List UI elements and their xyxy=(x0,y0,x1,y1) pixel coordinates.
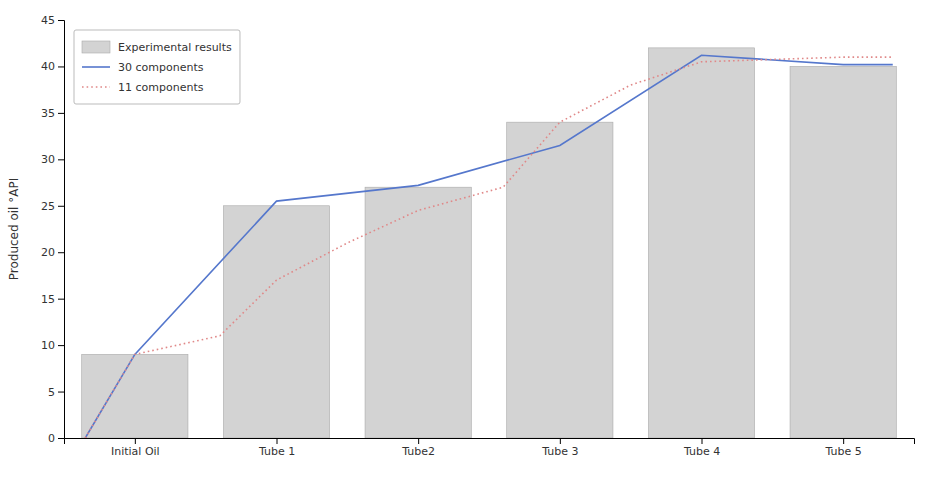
y-tick-mark xyxy=(58,113,64,114)
bar xyxy=(365,187,471,438)
x-tick-mark xyxy=(277,438,278,444)
x-tick-label: Tube 3 xyxy=(541,445,578,458)
x-tick: Tube2 xyxy=(401,438,435,458)
y-tick: 25 xyxy=(41,200,64,213)
x-tick-label: Tube 1 xyxy=(258,445,295,458)
marks xyxy=(82,48,897,438)
line xyxy=(85,57,893,438)
x-axis-line xyxy=(65,439,915,445)
x-tick: Tube 5 xyxy=(825,438,862,458)
legend-swatch xyxy=(82,41,110,53)
x-tick-mark xyxy=(418,438,419,444)
legend-label: 30 components xyxy=(118,61,204,74)
y-tick: 35 xyxy=(41,107,64,120)
legend: Experimental results 30 components 11 comp… xyxy=(74,30,240,104)
y-tick-mark xyxy=(58,438,64,439)
y-tick-label: 25 xyxy=(41,200,55,213)
y-tick-label: 45 xyxy=(41,14,55,27)
legend-item: 11 components xyxy=(82,81,204,94)
y-axis: 0 5 10 15 20 25 30 35 40 45 xyxy=(41,14,65,445)
y-tick: 40 xyxy=(41,60,64,73)
y-tick-mark xyxy=(58,252,64,253)
y-tick-label: 40 xyxy=(41,60,55,73)
y-tick-mark xyxy=(58,392,64,393)
x-tick-label: Tube 4 xyxy=(683,445,720,458)
y-tick: 15 xyxy=(41,293,64,306)
x-tick-label: Tube 5 xyxy=(825,445,862,458)
x-tick: Initial Oil xyxy=(111,438,160,458)
legend-label: 11 components xyxy=(118,81,204,94)
x-tick-mark xyxy=(702,438,703,444)
y-tick-mark xyxy=(58,299,64,300)
legend-swatch xyxy=(82,86,110,88)
y-tick-mark xyxy=(58,206,64,207)
legend-frame xyxy=(74,30,240,104)
bars xyxy=(82,48,897,438)
chart: 0 5 10 15 20 25 30 35 40 45 Initial Oil Tube 1 Tube2… xyxy=(0,0,938,478)
y-tick-mark xyxy=(58,345,64,346)
y-axis-line xyxy=(58,21,65,439)
y-tick-mark xyxy=(58,20,64,21)
x-tick-label: Initial Oil xyxy=(111,445,160,458)
y-tick: 45 xyxy=(41,14,64,27)
y-tick: 10 xyxy=(41,339,64,352)
x-tick-label: Tube2 xyxy=(401,445,435,458)
y-tick: 0 xyxy=(48,432,64,445)
legend-item: Experimental results xyxy=(82,41,232,54)
line xyxy=(85,55,893,438)
x-tick: Tube 1 xyxy=(258,438,295,458)
y-tick: 5 xyxy=(48,386,64,399)
y-tick-mark xyxy=(58,159,64,160)
legend-label: Experimental results xyxy=(118,41,232,54)
legend-swatch xyxy=(82,66,110,68)
y-tick-label: 15 xyxy=(41,293,55,306)
y-tick-label: 20 xyxy=(41,246,55,259)
x-tick-mark xyxy=(843,438,844,444)
x-tick: Tube 3 xyxy=(541,438,578,458)
x-axis: Initial Oil Tube 1 Tube2 Tube 3 Tube 4 Tube 5 xyxy=(65,438,915,458)
bar xyxy=(648,48,754,438)
y-tick: 20 xyxy=(41,246,64,259)
bar xyxy=(82,354,188,438)
y-tick-label: 0 xyxy=(48,432,55,445)
x-tick: Tube 4 xyxy=(683,438,720,458)
y-tick-label: 10 xyxy=(41,339,55,352)
y-axis-title: Produced oil °API xyxy=(7,178,21,280)
x-tick-mark xyxy=(135,438,136,444)
y-tick-label: 35 xyxy=(41,107,55,120)
y-tick-mark xyxy=(58,66,64,67)
plot: 0 5 10 15 20 25 30 35 40 45 Initial Oil Tube 1 Tube2… xyxy=(41,14,915,458)
x-tick-mark xyxy=(560,438,561,444)
y-tick-label: 5 xyxy=(48,386,55,399)
legend-item: 30 components xyxy=(82,61,204,74)
y-tick-label: 30 xyxy=(41,153,55,166)
bar xyxy=(790,66,896,438)
y-tick: 30 xyxy=(41,153,64,166)
bar xyxy=(507,122,613,438)
